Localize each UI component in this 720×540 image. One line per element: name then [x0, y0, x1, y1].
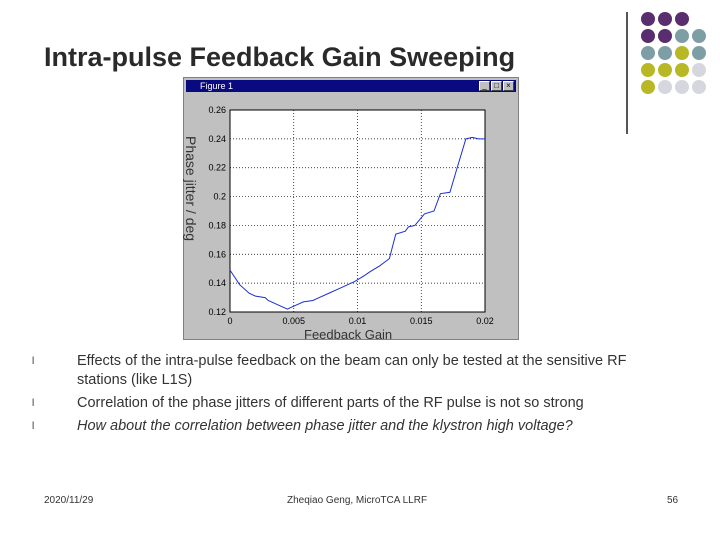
decorative-dot [675, 80, 689, 94]
y-tick-label: 0.16 [208, 249, 226, 259]
y-tick-label: 0.18 [208, 220, 226, 230]
decorative-dot [641, 12, 655, 26]
x-tick-label: 0.015 [410, 316, 433, 326]
bullet-text: How about the correlation between phase … [77, 418, 573, 434]
decorative-dot [641, 29, 655, 43]
footer-page-number: 56 [667, 495, 679, 506]
decorative-dot [692, 63, 706, 77]
bullet-item: l Correlation of the phase jitters of di… [32, 394, 672, 413]
x-tick-label: 0.02 [476, 316, 494, 326]
decorative-dot [658, 63, 672, 77]
bullet-marker: l [32, 356, 35, 367]
decorative-dot [692, 80, 706, 94]
decorative-dot [675, 46, 689, 60]
decorative-dot [658, 29, 672, 43]
decorative-vertical-line [626, 12, 628, 134]
figure-titlebar[interactable]: Figure 1 _ □ × [186, 80, 516, 92]
y-axis-label: Phase jitter / deg [183, 136, 199, 242]
decorative-dot [658, 46, 672, 60]
y-tick-label: 0.22 [208, 163, 226, 173]
x-tick-label: 0.01 [349, 316, 367, 326]
decorative-dot [692, 29, 706, 43]
bullet-item: l Effects of the intra-pulse feedback on… [32, 352, 672, 390]
footer-author: Zheqiao Geng, MicroTCA LLRF [287, 495, 428, 506]
y-tick-label: 0.12 [208, 307, 226, 317]
decorative-dot [658, 12, 672, 26]
x-tick-label: 0.005 [282, 316, 305, 326]
decorative-dot [675, 12, 689, 26]
bullet-text: Effects of the intra-pulse feedback on t… [77, 353, 627, 388]
y-tick-label: 0.2 [213, 192, 226, 202]
bullet-marker: l [32, 421, 35, 432]
bullet-text: Correlation of the phase jitters of diff… [77, 395, 584, 411]
slide-title: Intra-pulse Feedback Gain Sweeping [44, 42, 516, 72]
y-tick-label: 0.26 [208, 105, 226, 115]
bullet-marker: l [32, 398, 35, 409]
decorative-dot [641, 80, 655, 94]
decorative-dot [692, 46, 706, 60]
bullet-item: l How about the correlation between phas… [32, 417, 672, 436]
decorative-dot [641, 46, 655, 60]
close-button[interactable]: × [503, 81, 514, 91]
maximize-button[interactable]: □ [491, 81, 502, 91]
x-axis-label: Feedback Gain [304, 327, 393, 342]
bullet-list: l Effects of the intra-pulse feedback on… [32, 352, 672, 440]
figure-window-title: Figure 1 [200, 81, 234, 91]
footer-date: 2020/11/29 [44, 495, 94, 506]
minimize-button[interactable]: _ [479, 81, 490, 91]
y-tick-label: 0.14 [208, 278, 226, 288]
series-line [229, 136, 485, 310]
x-tick-label: 0 [227, 316, 232, 326]
decorative-dot [641, 63, 655, 77]
y-tick-label: 0.24 [208, 134, 226, 144]
decorative-dot [675, 29, 689, 43]
decorative-dot [675, 63, 689, 77]
decorative-dot [658, 80, 672, 94]
